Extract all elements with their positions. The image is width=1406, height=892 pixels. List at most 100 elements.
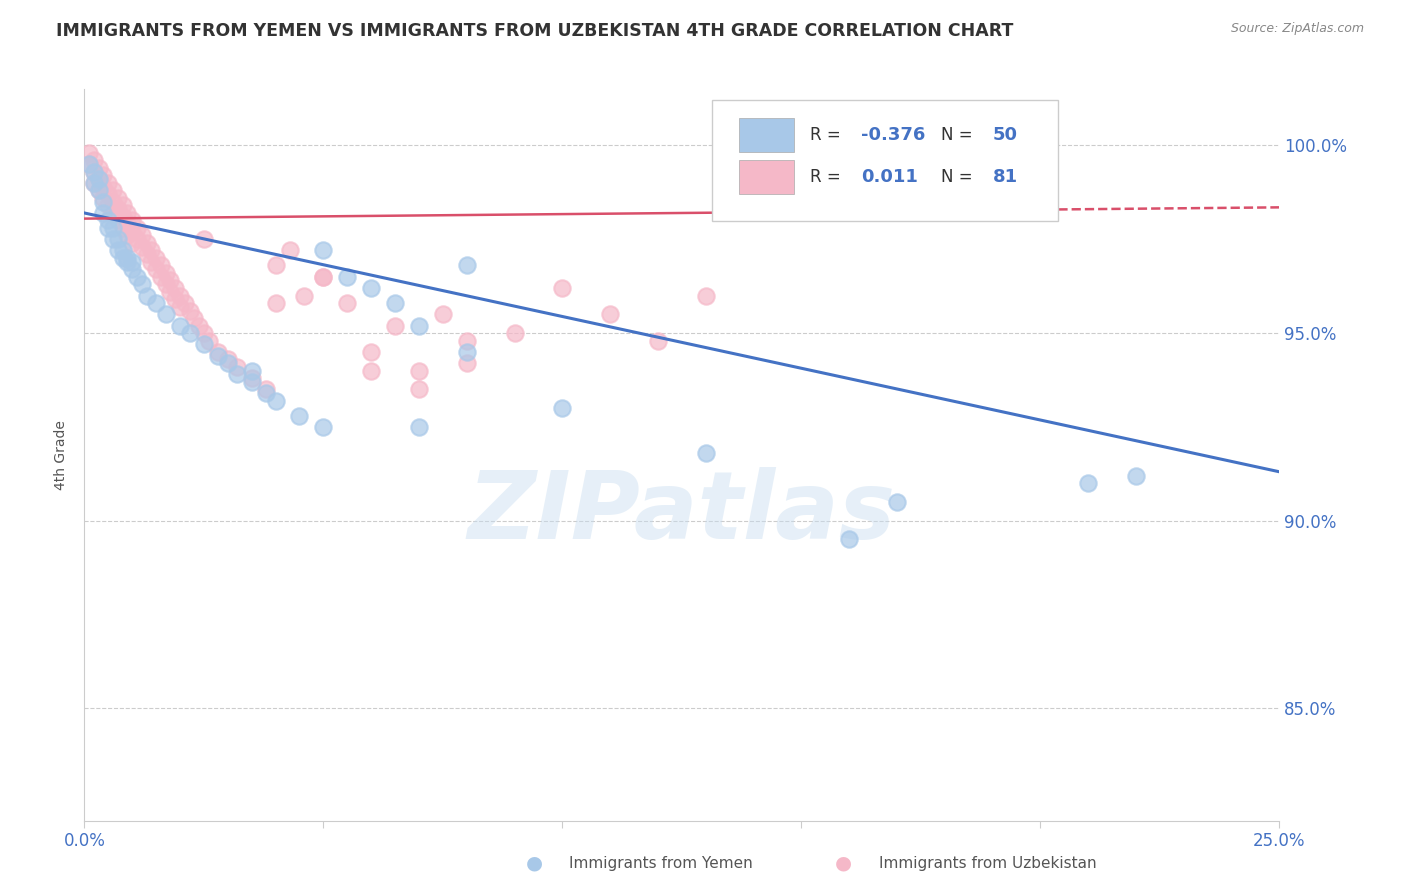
FancyBboxPatch shape — [740, 161, 794, 194]
Point — [197, 334, 219, 348]
Text: R =: R = — [810, 127, 846, 145]
Point — [292, 288, 315, 302]
Point — [77, 145, 100, 160]
Point — [117, 254, 139, 268]
Point — [121, 262, 143, 277]
Point — [83, 165, 105, 179]
Point — [360, 363, 382, 377]
Point — [97, 176, 120, 190]
Point — [312, 244, 335, 258]
Point — [336, 296, 359, 310]
Text: 0.011: 0.011 — [862, 168, 918, 186]
Point — [131, 228, 153, 243]
Point — [77, 157, 100, 171]
Point — [264, 259, 287, 273]
Point — [107, 244, 129, 258]
Point — [193, 337, 215, 351]
Point — [647, 334, 669, 348]
Point — [145, 296, 167, 310]
Point — [551, 281, 574, 295]
Point — [149, 269, 172, 284]
Point — [93, 206, 115, 220]
Point — [254, 386, 277, 401]
Point — [217, 352, 239, 367]
Point — [193, 232, 215, 246]
Point — [131, 240, 153, 254]
Point — [155, 266, 177, 280]
Point — [97, 213, 120, 227]
Point — [83, 176, 105, 190]
Point — [217, 356, 239, 370]
Point — [432, 307, 454, 321]
FancyBboxPatch shape — [711, 100, 1059, 221]
Point — [107, 191, 129, 205]
Point — [155, 277, 177, 292]
Point — [1077, 476, 1099, 491]
Point — [278, 244, 301, 258]
Point — [97, 221, 120, 235]
Point — [254, 382, 277, 396]
Point — [408, 363, 430, 377]
Text: ●: ● — [526, 854, 543, 873]
Point — [503, 326, 526, 340]
Point — [240, 363, 263, 377]
Point — [169, 318, 191, 333]
Point — [408, 382, 430, 396]
Point — [226, 359, 249, 374]
FancyBboxPatch shape — [740, 119, 794, 153]
Point — [183, 311, 205, 326]
Y-axis label: 4th Grade: 4th Grade — [55, 420, 69, 490]
Point — [121, 225, 143, 239]
Point — [159, 273, 181, 287]
Point — [159, 285, 181, 299]
Point — [264, 296, 287, 310]
Point — [121, 254, 143, 268]
Point — [264, 393, 287, 408]
Point — [384, 318, 406, 333]
Point — [101, 194, 124, 209]
Point — [107, 202, 129, 217]
Point — [87, 161, 110, 175]
Point — [141, 244, 163, 258]
Point — [125, 221, 148, 235]
Point — [101, 184, 124, 198]
Text: -0.376: -0.376 — [862, 127, 925, 145]
Point — [169, 300, 191, 314]
Point — [165, 281, 187, 295]
Point — [117, 228, 139, 243]
Point — [312, 269, 335, 284]
Text: 50: 50 — [993, 127, 1018, 145]
Point — [93, 194, 115, 209]
Point — [193, 326, 215, 340]
Point — [1125, 468, 1147, 483]
Point — [107, 213, 129, 227]
Point — [288, 409, 311, 423]
Point — [360, 281, 382, 295]
Point — [456, 356, 478, 370]
Point — [131, 277, 153, 292]
Point — [145, 262, 167, 277]
Point — [111, 210, 134, 224]
Point — [121, 213, 143, 227]
Point — [83, 165, 105, 179]
Point — [97, 187, 120, 202]
Point — [121, 235, 143, 250]
Point — [111, 244, 134, 258]
Point — [87, 172, 110, 186]
Text: 81: 81 — [993, 168, 1018, 186]
Point — [117, 217, 139, 231]
Point — [551, 401, 574, 415]
Text: Source: ZipAtlas.com: Source: ZipAtlas.com — [1230, 22, 1364, 36]
Text: ZIPatlas: ZIPatlas — [468, 467, 896, 559]
Point — [169, 288, 191, 302]
Point — [87, 184, 110, 198]
Text: Immigrants from Yemen: Immigrants from Yemen — [569, 856, 754, 871]
Point — [87, 184, 110, 198]
Point — [145, 251, 167, 265]
Text: IMMIGRANTS FROM YEMEN VS IMMIGRANTS FROM UZBEKISTAN 4TH GRADE CORRELATION CHART: IMMIGRANTS FROM YEMEN VS IMMIGRANTS FROM… — [56, 22, 1014, 40]
Point — [155, 307, 177, 321]
Point — [135, 247, 157, 261]
Point — [240, 375, 263, 389]
Text: N =: N = — [941, 127, 979, 145]
Point — [125, 232, 148, 246]
